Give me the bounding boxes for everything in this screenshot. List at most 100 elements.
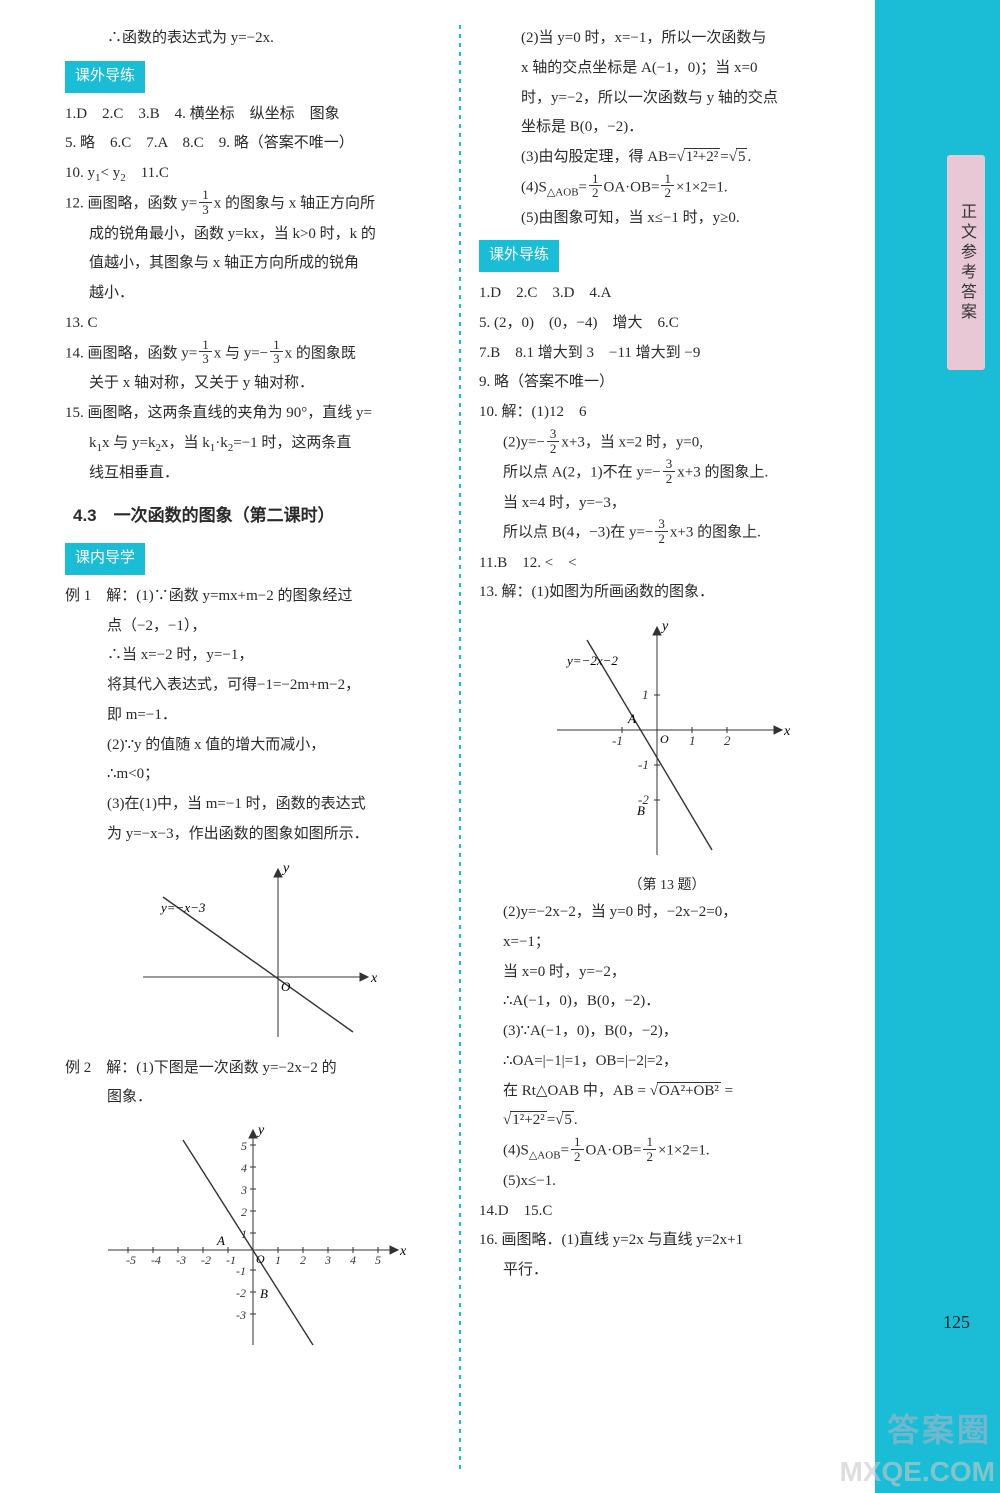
- t: (2)y=−: [503, 435, 545, 451]
- t: 所以点 B(4，−3)在 y=−: [503, 525, 653, 541]
- t: =: [547, 1112, 555, 1128]
- graph-3: -112 1-1-2 x y O y=−2x−2 A B: [542, 615, 792, 865]
- t: =: [579, 179, 587, 195]
- t: x 与 y=k: [102, 435, 155, 451]
- svg-text:1: 1: [241, 1227, 247, 1241]
- svg-text:A: A: [627, 711, 636, 726]
- text: 7.B 8.1 增大到 3 −11 增大到 −9: [479, 340, 855, 368]
- graph-1: x y O y=−x−3: [123, 857, 383, 1047]
- t: k: [89, 435, 97, 451]
- text: 当 x=0 时，y=−2，: [479, 959, 855, 987]
- d: 3: [270, 352, 283, 366]
- svg-text:O: O: [256, 1252, 265, 1266]
- text: (4)S△AOB=12OA·OB=12×1×2=1.: [479, 1137, 855, 1166]
- text: 例 1 解：(1)∵函数 y=mx+m−2 的图象经过: [65, 583, 441, 611]
- svg-text:x: x: [370, 971, 378, 986]
- t: =−1 时，这两条直: [233, 435, 351, 451]
- svg-text:-3: -3: [176, 1253, 186, 1267]
- text: ∴当 x=−2 时，y=−1，: [65, 642, 441, 670]
- text: ∴函数的表达式为 y=−2x.: [65, 25, 441, 53]
- text: (3)在(1)中，当 m=−1 时，函数的表达式: [65, 791, 441, 819]
- n: 3: [547, 427, 560, 442]
- t: (4)S: [521, 179, 547, 195]
- text: 坐标是 B(0，−2)．: [479, 114, 855, 142]
- text: k1x 与 y=k2x，当 k1·k2=−1 时，这两条直: [65, 430, 441, 458]
- text: x 轴的交点坐标是 A(−1，0)；当 x=0: [479, 55, 855, 83]
- text: 关于 x 轴对称，又关于 y 轴对称．: [65, 370, 441, 398]
- d: 2: [643, 1150, 656, 1164]
- t: x+3 的图象上.: [677, 465, 768, 481]
- t: 10. y: [65, 165, 95, 181]
- d: 2: [547, 442, 560, 456]
- content-area: ∴函数的表达式为 y=−2x. 课外导练 1.D 2.C 3.B 4. 横坐标 …: [0, 0, 875, 1493]
- t: 1²+2²: [684, 148, 720, 165]
- svg-text:2: 2: [241, 1205, 247, 1219]
- graph-2: -5-4-3-2-1 12345 54321 -1-2-3 x y O A B: [98, 1120, 408, 1350]
- text: (4)S△AOB=12OA·OB=12×1×2=1.: [479, 174, 855, 203]
- n: 1: [199, 188, 212, 203]
- svg-text:y: y: [256, 1123, 265, 1138]
- text: ∴OA=|−1|=1，OB=|−2|=2，: [479, 1048, 855, 1076]
- left-column: ∴函数的表达式为 y=−2x. 课外导练 1.D 2.C 3.B 4. 横坐标 …: [65, 25, 459, 1473]
- n: 1: [589, 172, 602, 187]
- watermark-logo: 答案圈: [887, 1405, 992, 1451]
- t: x 与 y=−: [214, 345, 268, 361]
- svg-text:y: y: [660, 619, 669, 634]
- text: (5)由图象可知，当 x≤−1 时，y≥0.: [479, 205, 855, 233]
- text: 线互相垂直．: [65, 460, 441, 488]
- page-number: 125: [943, 1312, 970, 1333]
- svg-text:-4: -4: [151, 1253, 161, 1267]
- t: x+3，当 x=2 时，y=0,: [561, 435, 703, 451]
- text: 1.D 2.C 3.D 4.A: [479, 280, 855, 308]
- text: (3)由勾股定理，得 AB=1²+2²=5.: [479, 144, 855, 172]
- svg-text:1: 1: [275, 1253, 281, 1267]
- t: OA²+OB²: [657, 1082, 721, 1099]
- svg-text:B: B: [260, 1286, 268, 1301]
- svg-text:-1: -1: [236, 1264, 246, 1278]
- text: 所以点 B(4，−3)在 y=−32x+3 的图象上.: [479, 519, 855, 547]
- t: < y: [101, 165, 121, 181]
- n: 1: [199, 338, 212, 353]
- d: 2: [655, 532, 668, 546]
- n: 1: [643, 1135, 656, 1150]
- t: 5: [562, 1111, 574, 1128]
- n: 3: [655, 517, 668, 532]
- t: △AOB: [529, 1150, 561, 1162]
- text: 13. C: [65, 310, 441, 338]
- section-tag-kewai: 课外导练: [65, 61, 145, 93]
- text: 为 y=−x−3，作出函数的图象如图所示．: [65, 821, 441, 849]
- t: =: [561, 1143, 569, 1159]
- text: ∴A(−1，0)，B(0，−2)．: [479, 988, 855, 1016]
- text: 例 2 解：(1)下图是一次函数 y=−2x−2 的: [65, 1055, 441, 1083]
- t: x 的图象与 x 轴正方向所: [214, 196, 375, 212]
- t: ×1×2=1.: [676, 179, 728, 195]
- svg-text:x: x: [783, 724, 791, 739]
- right-sidebar: 正文参考答案: [875, 0, 1000, 1493]
- n: 1: [661, 172, 674, 187]
- section-tag-kewai: 课外导练: [479, 240, 559, 272]
- text: 1²+2²=5.: [479, 1107, 855, 1135]
- svg-text:y=−2x−2: y=−2x−2: [565, 653, 618, 668]
- svg-text:2: 2: [300, 1253, 306, 1267]
- d: 3: [199, 352, 212, 366]
- text: 平行．: [479, 1257, 855, 1285]
- svg-text:5: 5: [241, 1139, 247, 1153]
- svg-text:O: O: [660, 732, 669, 746]
- t: 1²+2²: [510, 1111, 546, 1128]
- text: (2)∵y 的值随 x 值的增大而减小，: [65, 732, 441, 760]
- t: 12. 画图略，函数 y=: [65, 196, 197, 212]
- text: 时，y=−2，所以一次函数与 y 轴的交点: [479, 85, 855, 113]
- text: 11.B 12. < <: [479, 550, 855, 578]
- svg-text:4: 4: [350, 1253, 356, 1267]
- t: 14. 画图略，函数 y=: [65, 345, 197, 361]
- d: 3: [199, 203, 212, 217]
- text: x=−1；: [479, 929, 855, 957]
- text: 将其代入表达式，可得−1=−2m+m−2，: [65, 672, 441, 700]
- watermark-url: MXQE.COM: [839, 1456, 995, 1488]
- text: 值越小，其图象与 x 轴正方向所成的锐角: [65, 250, 441, 278]
- svg-text:A: A: [216, 1233, 225, 1248]
- t: ×1×2=1.: [658, 1143, 710, 1159]
- sidebar-tab: 正文参考答案: [947, 155, 985, 370]
- text: 14.D 15.C: [479, 1198, 855, 1226]
- section-heading: 4.3 一次函数的图象（第二课时）: [65, 500, 441, 531]
